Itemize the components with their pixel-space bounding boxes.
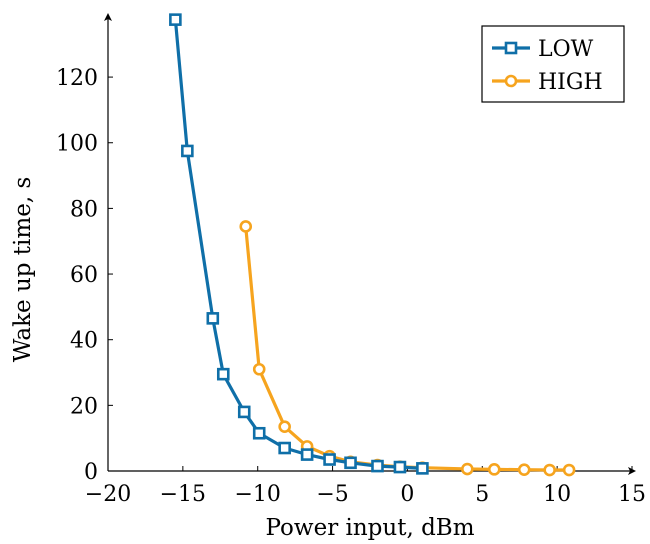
data-point-low <box>416 462 429 475</box>
legend-item-low: LOW <box>492 37 594 62</box>
data-point-high <box>487 463 501 476</box>
y-ticks: 0 20 40 60 80 100 120 <box>56 66 113 485</box>
x-ticks: −20 −15 −10 −5 0 5 10 15 <box>85 466 646 507</box>
y-tick-label: 60 <box>70 263 98 288</box>
series-layer <box>169 13 576 477</box>
legend-swatch-marker <box>504 74 518 88</box>
data-point-low <box>393 460 407 474</box>
data-point-high <box>278 420 291 433</box>
y-tick-label: 120 <box>56 66 98 91</box>
x-tick-label: 15 <box>618 482 646 507</box>
y-tick-label: 20 <box>70 394 98 419</box>
axes: −20 −15 −10 −5 0 5 10 15 0 20 40 60 80 100 120 <box>56 13 646 507</box>
x-tick-label: 5 <box>475 482 489 507</box>
data-point-high <box>543 463 556 477</box>
data-point-low <box>216 367 230 381</box>
series-line-high <box>244 226 570 472</box>
data-point-high <box>517 463 531 476</box>
legend-swatch-marker <box>504 41 518 55</box>
x-tick-label: −20 <box>85 482 131 507</box>
legend-box <box>481 25 625 103</box>
data-point-high <box>252 362 266 376</box>
data-point-low <box>237 405 251 419</box>
y-tick-label: 100 <box>56 132 98 157</box>
x-axis-title: Power input, dBm <box>266 515 475 541</box>
legend: LOW HIGH <box>481 25 625 103</box>
x-tick-label: 0 <box>400 482 414 507</box>
data-point-low <box>252 426 266 440</box>
data-point-high <box>461 462 474 476</box>
series-low <box>169 13 429 475</box>
legend-item-high: HIGH <box>492 70 603 95</box>
data-point-low <box>300 448 314 461</box>
data-point-low <box>181 144 194 158</box>
data-point-low <box>371 459 384 473</box>
legend-label: HIGH <box>538 70 603 95</box>
y-axis-title: Wake up time, s <box>10 177 36 363</box>
data-point-high <box>239 220 253 233</box>
y-axis-arrow <box>104 13 112 21</box>
y-tick-label: 80 <box>70 197 98 222</box>
data-point-low <box>169 13 182 26</box>
x-tick-label: −10 <box>234 482 280 507</box>
data-point-low <box>278 441 291 455</box>
data-point-high <box>562 463 576 477</box>
data-point-low <box>323 453 336 466</box>
x-tick-label: −5 <box>316 482 348 507</box>
series-line-low <box>173 19 423 470</box>
y-tick-label: 40 <box>70 329 98 354</box>
legend-label: LOW <box>538 37 594 62</box>
series-high <box>239 220 576 477</box>
legend-items: LOW HIGH <box>492 37 603 95</box>
x-tick-label: −15 <box>160 482 206 507</box>
x-tick-label: 10 <box>543 482 571 507</box>
data-point-low <box>206 312 220 325</box>
y-tick-label: 0 <box>84 460 98 485</box>
data-point-low <box>344 456 357 470</box>
